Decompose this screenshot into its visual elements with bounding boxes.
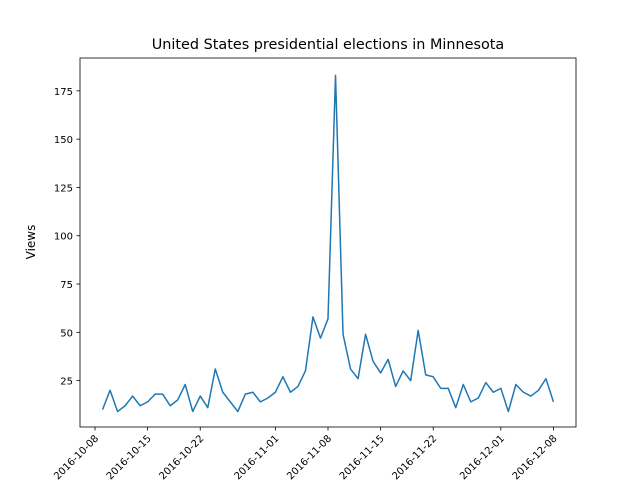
x-tick-label: 2016-11-22 xyxy=(390,433,439,480)
x-tick-label: 2016-10-22 xyxy=(157,433,206,480)
x-tick-label: 2016-11-01 xyxy=(233,433,282,480)
x-tick-label: 2016-12-08 xyxy=(511,433,560,480)
x-axis: 2016-10-08 2016-10-15 2016-10-22 2016-11-01… xyxy=(52,427,560,480)
x-tick-label: 2016-10-15 xyxy=(105,433,154,480)
plot-area xyxy=(79,57,577,428)
x-tick-label: 2016-12-01 xyxy=(458,433,507,480)
y-tick-label: 75 xyxy=(60,280,73,291)
y-tick-label: 150 xyxy=(54,135,73,146)
y-tick-label: 100 xyxy=(54,232,73,243)
series-line xyxy=(101,74,555,413)
x-tick-label: 2016-10-08 xyxy=(52,433,101,480)
x-tick-label: 2016-11-15 xyxy=(338,433,387,480)
y-axis: 25 50 75 100 125 150 175 xyxy=(54,87,80,388)
chart-title: United States presidential elections in … xyxy=(152,37,504,53)
y-tick-label: 125 xyxy=(54,183,73,194)
y-tick-label: 175 xyxy=(54,87,73,98)
y-axis-label: Views xyxy=(24,225,38,260)
x-tick-label: 2016-11-08 xyxy=(285,433,334,480)
y-tick-label: 25 xyxy=(60,377,73,388)
y-tick-label: 50 xyxy=(60,328,73,339)
